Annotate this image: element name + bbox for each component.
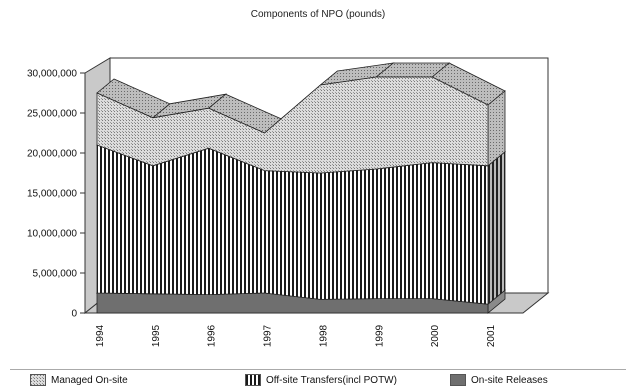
area-managed-on-site: [96, 76, 489, 174]
x-tick-label: 1995: [151, 324, 162, 347]
legend-label-managed-on-site: Managed On-site: [51, 374, 128, 386]
legend-item-managed-on-site: Managed On-site: [30, 374, 128, 386]
legend: Managed On-site Off-site Transfers(incl …: [10, 369, 626, 390]
legend-label-off-site-transfers: Off-site Transfers(incl POTW): [266, 374, 397, 386]
y-tick-label: 15,000,000: [27, 189, 77, 200]
legend-swatch-off-site-transfers: [245, 374, 261, 386]
y-tick-label: 20,000,000: [27, 149, 77, 160]
x-axis-ticks: 1994 1995 1996 1997 1998 1999 2000 2001: [95, 324, 497, 347]
x-tick-label: 1994: [95, 324, 106, 347]
legend-item-off-site-transfers: Off-site Transfers(incl POTW): [245, 374, 397, 386]
y-tick-label: 25,000,000: [27, 109, 77, 120]
legend-swatch-managed-on-site: [30, 374, 46, 386]
legend-swatch-on-site-releases: [450, 374, 466, 386]
area-side-off-site-transfers: [487, 150, 506, 306]
y-tick-label: 30,000,000: [27, 69, 77, 80]
y-tick-label: 5,000,000: [33, 269, 78, 280]
x-tick-label: 1996: [207, 324, 218, 347]
x-tick-label: 1998: [318, 324, 329, 347]
legend-label-on-site-releases: On-site Releases: [471, 374, 548, 386]
chart-title: Components of NPO (pounds): [250, 9, 386, 20]
y-axis-ticks: 0 5,000,000 10,000,000 15,000,000 20,000,000…: [27, 69, 85, 320]
x-tick-label: 1999: [374, 324, 385, 347]
y-tick-label: 0: [71, 309, 77, 320]
series-layer: [95, 62, 507, 314]
y-tick-label: 10,000,000: [27, 229, 77, 240]
x-tick-label: 1997: [263, 324, 274, 347]
plot-area: 0 5,000,000 10,000,000 15,000,000 20,000,000…: [27, 57, 550, 347]
x-tick-label: 2000: [430, 324, 441, 347]
x-tick-label: 2001: [486, 324, 497, 347]
legend-item-on-site-releases: On-site Releases: [450, 374, 548, 386]
